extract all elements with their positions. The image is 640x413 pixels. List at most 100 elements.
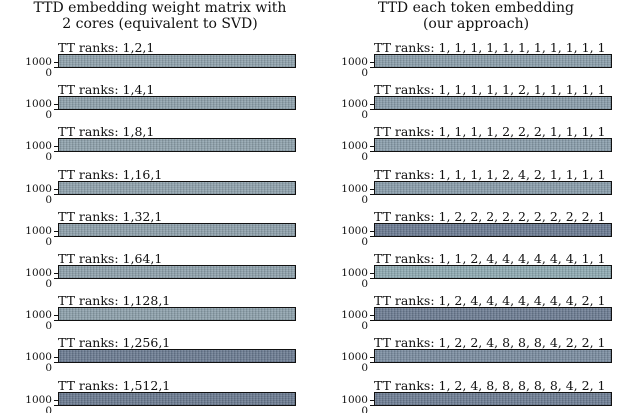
heatmap-panel: TT ranks: 1,4,1 1000 0	[0, 82, 320, 124]
right-title-line-2: (our approach)	[422, 16, 530, 32]
heatmap-image	[374, 349, 612, 364]
panel-title: TT ranks: 1, 2, 2, 2, 2, 2, 2, 2, 2, 2, …	[374, 208, 606, 224]
y-tick-mark	[370, 104, 374, 106]
right-column-title: TTD each token embedding (our approach)	[316, 0, 636, 32]
y-tick-label: 0	[361, 193, 368, 206]
y-tick-mark	[54, 151, 58, 153]
y-tick-label: 1000	[341, 182, 368, 195]
panel-title: TT ranks: 1,32,1	[58, 208, 163, 224]
y-tick-label: 0	[45, 404, 52, 413]
left-title-line-1: TTD embedding weight matrix with	[33, 0, 287, 16]
heatmap-panel: TT ranks: 1, 2, 2, 4, 8, 8, 8, 4, 2, 2, …	[316, 335, 636, 377]
y-tick-label: 1000	[341, 351, 368, 364]
y-tick-label: 0	[361, 67, 368, 79]
heatmap-panel: TT ranks: 1,8,1 1000 0	[0, 124, 320, 166]
y-tick-mark	[54, 146, 58, 148]
heatmap-image	[58, 307, 296, 322]
y-tick-label: 1000	[341, 309, 368, 322]
y-tick-mark	[370, 67, 374, 68]
heatmap-image	[58, 138, 296, 153]
heatmap-panel: TT ranks: 1, 2, 2, 2, 2, 2, 2, 2, 2, 2, …	[316, 209, 636, 251]
left-title-line-2: 2 cores (equivalent to SVD)	[62, 16, 258, 32]
y-tick-label: 0	[45, 278, 52, 290]
y-tick-mark	[54, 362, 58, 364]
y-tick-label: 1000	[341, 98, 368, 111]
y-tick-label: 0	[361, 362, 368, 375]
heatmap-panel: TT ranks: 1, 2, 4, 8, 8, 8, 8, 8, 4, 2, …	[316, 378, 636, 413]
heatmap-panel: TT ranks: 1, 1, 1, 1, 2, 2, 2, 1, 1, 1, …	[316, 124, 636, 166]
y-tick-mark	[370, 404, 374, 406]
y-tick-mark	[54, 67, 58, 68]
heatmap-image	[374, 138, 612, 153]
panel-title: TT ranks: 1,256,1	[58, 335, 171, 351]
y-tick-mark	[54, 273, 58, 274]
y-tick-label: 1000	[25, 182, 52, 195]
y-tick-label: 0	[45, 67, 52, 79]
panel-title: TT ranks: 1, 2, 4, 8, 8, 8, 8, 8, 4, 2, …	[374, 377, 606, 393]
y-tick-mark	[370, 230, 374, 232]
panel-title: TT ranks: 1,16,1	[58, 166, 163, 182]
heatmap-image	[58, 96, 296, 111]
heatmap-panel: TT ranks: 1, 1, 2, 4, 4, 4, 4, 4, 4, 1, …	[316, 251, 636, 293]
y-tick-mark	[370, 146, 374, 148]
heatmap-image	[374, 180, 612, 195]
heatmap-panel: TT ranks: 1,16,1 1000 0	[0, 167, 320, 209]
y-tick-label: 1000	[25, 56, 52, 68]
heatmap-image	[58, 391, 296, 406]
y-tick-label: 1000	[25, 140, 52, 153]
y-tick-mark	[370, 193, 374, 195]
y-tick-label: 1000	[25, 98, 52, 111]
y-tick-mark	[54, 404, 58, 406]
y-tick-label: 0	[361, 109, 368, 122]
heatmap-image	[58, 265, 296, 279]
y-tick-label: 0	[45, 362, 52, 375]
y-tick-mark	[370, 357, 374, 359]
y-tick-label: 1000	[341, 140, 368, 153]
heatmap-panel: TT ranks: 1, 1, 1, 1, 2, 4, 2, 1, 1, 1, …	[316, 167, 636, 209]
heatmap-panel: TT ranks: 1, 1, 1, 1, 1, 1, 1, 1, 1, 1, …	[316, 40, 636, 82]
y-tick-label: 0	[45, 193, 52, 206]
y-tick-mark	[370, 151, 374, 153]
y-tick-label: 0	[361, 278, 368, 290]
heatmap-panel: TT ranks: 1,64,1 1000 0	[0, 251, 320, 293]
heatmap-panel: TT ranks: 1,2,1 1000 0	[0, 40, 320, 82]
panel-title: TT ranks: 1,2,1	[58, 40, 155, 55]
y-tick-label: 1000	[341, 393, 368, 406]
y-tick-label: 1000	[25, 309, 52, 322]
heatmap-panel: TT ranks: 1,512,1 1000 0	[0, 378, 320, 413]
y-tick-label: 0	[45, 235, 52, 248]
y-tick-mark	[54, 193, 58, 195]
heatmap-panel: TT ranks: 1,256,1 1000 0	[0, 335, 320, 377]
panel-title: TT ranks: 1, 2, 4, 4, 4, 4, 4, 4, 4, 2, …	[374, 293, 606, 309]
heatmap-panel: TT ranks: 1, 2, 4, 4, 4, 4, 4, 4, 4, 2, …	[316, 293, 636, 335]
heatmap-image	[58, 180, 296, 195]
y-tick-label: 1000	[25, 393, 52, 406]
panel-title: TT ranks: 1,4,1	[58, 82, 155, 98]
y-tick-mark	[54, 104, 58, 106]
y-tick-mark	[54, 62, 58, 63]
panel-title: TT ranks: 1, 1, 1, 1, 1, 1, 1, 1, 1, 1, …	[374, 40, 606, 55]
heatmap-image	[374, 307, 612, 322]
y-tick-label: 1000	[341, 267, 368, 279]
y-tick-mark	[54, 315, 58, 317]
heatmap-panel: TT ranks: 1, 1, 1, 1, 1, 2, 1, 1, 1, 1, …	[316, 82, 636, 124]
left-column-title: TTD embedding weight matrix with 2 cores…	[0, 0, 320, 32]
y-tick-label: 0	[361, 320, 368, 333]
y-tick-mark	[370, 235, 374, 237]
panel-title: TT ranks: 1, 1, 1, 1, 2, 2, 2, 1, 1, 1, …	[374, 124, 606, 140]
heatmap-image	[58, 349, 296, 364]
panel-title: TT ranks: 1, 2, 2, 4, 8, 8, 8, 4, 2, 2, …	[374, 335, 606, 351]
y-tick-label: 1000	[341, 56, 368, 68]
heatmap-image	[374, 96, 612, 111]
y-tick-mark	[370, 273, 374, 274]
panel-title: TT ranks: 1, 1, 2, 4, 4, 4, 4, 4, 4, 1, …	[374, 251, 606, 266]
panel-title: TT ranks: 1, 1, 1, 1, 1, 2, 1, 1, 1, 1, …	[374, 82, 606, 98]
y-tick-mark	[54, 109, 58, 111]
heatmap-image	[374, 222, 612, 237]
y-tick-mark	[54, 235, 58, 237]
heatmap-image	[374, 54, 612, 68]
heatmap-panel: TT ranks: 1,128,1 1000 0	[0, 293, 320, 335]
heatmap-image	[374, 391, 612, 406]
y-tick-mark	[54, 230, 58, 232]
heatmap-image	[58, 54, 296, 68]
